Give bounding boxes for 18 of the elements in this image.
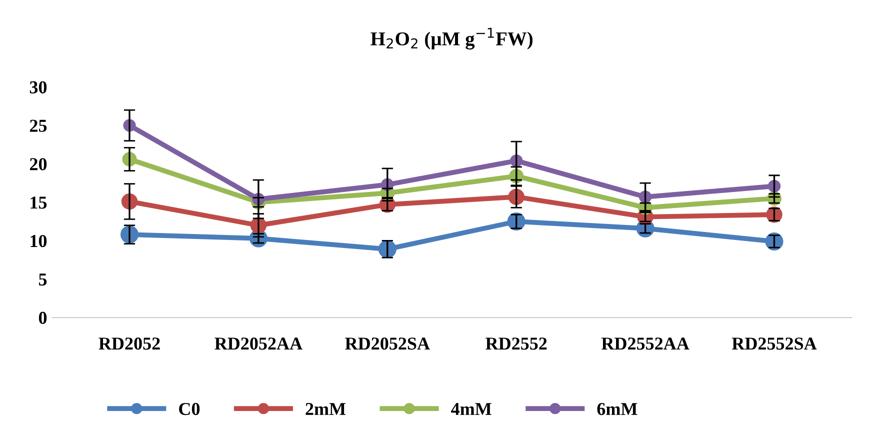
y-tick-label: 25 [30,120,47,132]
x-tick-label: RD2052 [98,338,160,350]
x-tick-label: RD2552SA [732,338,817,350]
x-tick-label: RD2552 [486,338,547,350]
y-tick-label: 0 [38,312,47,324]
chart-title: H$_{2}$O$_{2}$ (µM g$^{−1}$FW) [370,28,533,50]
y-tick-label: 15 [30,196,47,209]
legend-label: 2mM [306,402,346,415]
legend-label: C0 [179,402,200,416]
y-tick-label: 30 [30,81,47,94]
legend-label: 4mM [451,403,492,415]
x-tick-label: RD2052SA [345,338,430,350]
x-tick-label: RD2052AA [214,338,302,350]
y-tick-label: 10 [30,234,47,248]
x-tick-label: RD2552AA [601,338,690,350]
y-tick-label: 20 [30,158,47,170]
y-tick-label: 5 [38,274,47,286]
legend-label: 6mM [597,402,638,416]
